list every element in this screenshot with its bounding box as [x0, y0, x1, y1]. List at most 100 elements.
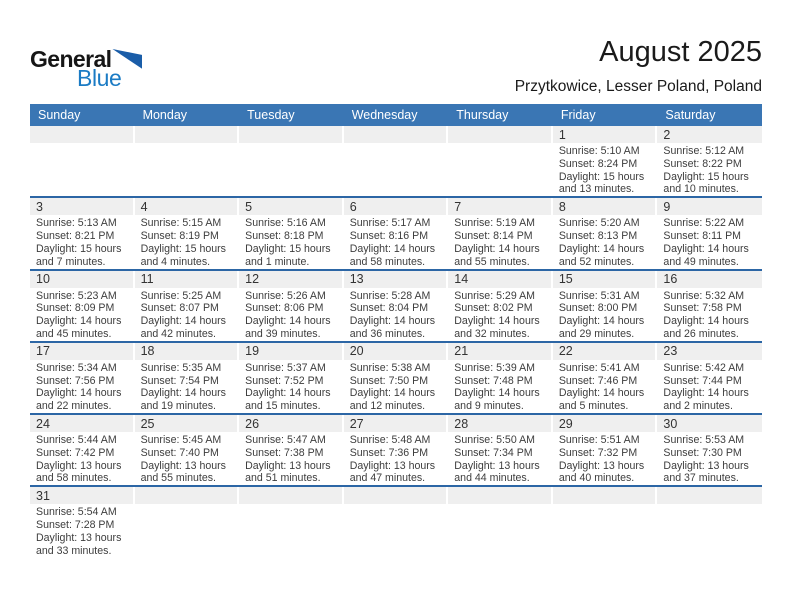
day-number: 22 — [558, 344, 573, 359]
day-number: 14 — [454, 272, 469, 286]
day-details: Sunrise: 5:44 AM Sunset: 7:42 PM Daylight:… — [30, 432, 135, 485]
day-number: 27 — [349, 416, 364, 431]
daylight-text: Daylight: 13 hours and 58 minutes. — [36, 459, 122, 485]
logo-line1: General — [30, 48, 143, 71]
day-details: Sunrise: 5:42 AM Sunset: 7:44 PM Daylight:… — [657, 360, 762, 413]
week-row: 24 Sunrise: 5:44 AM Sunset: 7:42 PM Dayligh… — [30, 415, 762, 488]
sunset-text: Sunset: 7:48 PM — [454, 374, 533, 387]
day-number-strip — [448, 126, 551, 143]
day-number: 6 — [349, 199, 357, 214]
calendar-table: Sunday Monday Tuesday Wednesday Thursday Frid… — [30, 104, 762, 560]
day-number-strip: 11 — [134, 270, 238, 288]
day-number: 4 — [140, 199, 148, 214]
sunset-text: Sunset: 7:42 PM — [36, 446, 115, 459]
daylight-text: Daylight: 14 hours and 19 minutes. — [140, 387, 226, 413]
sunset-text: Sunset: 7:58 PM — [663, 302, 742, 315]
sunrise-text: Sunrise: 5:31 AM — [558, 289, 640, 302]
day-details: Sunrise: 5:25 AM Sunset: 8:07 PM Daylight:… — [135, 288, 240, 341]
day-cell-22: 22 Sunrise: 5:41 AM Sunset: 7:46 PM Dayligh… — [552, 342, 658, 413]
day-number: 5 — [245, 199, 253, 214]
sunset-text: Sunset: 8:16 PM — [349, 230, 429, 243]
sunset-text: Sunset: 8:00 PM — [558, 302, 638, 315]
day-cell-empty — [30, 126, 135, 197]
day-details: Sunrise: 5:13 AM Sunset: 8:21 PM Daylight:… — [30, 215, 135, 268]
day-details: Sunrise: 5:32 AM Sunset: 7:58 PM Daylight:… — [657, 288, 762, 341]
day-number-strip — [134, 487, 238, 505]
day-cell-empty — [239, 126, 344, 197]
day-details: Sunrise: 5:51 AM Sunset: 7:32 PM Daylight:… — [553, 432, 658, 485]
sunrise-text: Sunrise: 5:15 AM — [140, 217, 222, 230]
daylight-text: Daylight: 15 hours and 13 minutes. — [558, 170, 645, 196]
sunrise-text: Sunrise: 5:44 AM — [36, 434, 117, 446]
daylight-text: Daylight: 14 hours and 22 minutes. — [36, 387, 122, 413]
daylight-text: Daylight: 13 hours and 51 minutes. — [245, 459, 331, 485]
weekday-label-sunday: Sunday — [38, 108, 81, 122]
daylight-text: Daylight: 13 hours and 37 minutes. — [663, 459, 749, 485]
day-number: 8 — [558, 199, 566, 214]
weekday-label-saturday: Saturday — [665, 108, 716, 122]
day-cell-empty — [239, 487, 344, 560]
sunrise-text: Sunrise: 5:54 AM — [36, 506, 117, 519]
daylight-text: Daylight: 13 hours and 40 minutes. — [558, 459, 645, 485]
sunrise-text: Sunrise: 5:26 AM — [245, 289, 326, 302]
sunset-text: Sunset: 7:56 PM — [36, 374, 115, 387]
weekday-label-thursday: Thursday — [456, 108, 509, 122]
day-cell-29: 29 Sunrise: 5:51 AM Sunset: 7:32 PM Dayligh… — [552, 415, 658, 486]
day-cell-28: 28 Sunrise: 5:50 AM Sunset: 7:34 PM Dayligh… — [448, 415, 553, 486]
day-number-strip: 24 — [30, 415, 133, 432]
day-number-strip: 25 — [134, 415, 238, 432]
day-number-strip: 21 — [448, 342, 551, 360]
day-cell-30: 30 Sunrise: 5:53 AM Sunset: 7:30 PM Dayligh… — [657, 415, 762, 486]
sunrise-text: Sunrise: 5:17 AM — [349, 217, 431, 230]
day-number-strip: 2 — [657, 126, 762, 143]
day-details: Sunrise: 5:35 AM Sunset: 7:54 PM Daylight:… — [135, 360, 240, 413]
day-cell-21: 21 Sunrise: 5:39 AM Sunset: 7:48 PM Dayligh… — [448, 342, 553, 413]
daylight-text: Daylight: 13 hours and 44 minutes. — [454, 459, 540, 485]
day-cell-16: 16 Sunrise: 5:32 AM Sunset: 7:58 PM Dayligh… — [657, 270, 762, 341]
daylight-text: Daylight: 15 hours and 4 minutes. — [140, 242, 226, 268]
day-cell-9: 9 Sunrise: 5:22 AM Sunset: 8:11 PM Daylight… — [657, 198, 762, 269]
day-cell-20: 20 Sunrise: 5:38 AM Sunset: 7:50 PM Dayligh… — [343, 342, 449, 413]
sunset-text: Sunset: 7:30 PM — [663, 446, 742, 459]
day-details: Sunrise: 5:48 AM Sunset: 7:36 PM Daylight:… — [344, 432, 449, 485]
daylight-text: Daylight: 14 hours and 15 minutes. — [245, 387, 331, 413]
week-row: 1 Sunrise: 5:10 AM Sunset: 8:24 PM Daylight… — [30, 126, 762, 199]
sunset-text: Sunset: 8:02 PM — [454, 302, 533, 315]
day-details: Sunrise: 5:12 AM Sunset: 8:22 PM Daylight:… — [657, 143, 762, 196]
day-number: 28 — [454, 416, 469, 431]
day-details: Sunrise: 5:54 AM Sunset: 7:28 PM Daylight:… — [30, 504, 135, 557]
day-details: Sunrise: 5:34 AM Sunset: 7:56 PM Daylight:… — [30, 360, 135, 413]
day-cell-empty — [552, 487, 658, 560]
daylight-text: Daylight: 14 hours and 42 minutes. — [140, 315, 226, 340]
sunset-text: Sunset: 7:36 PM — [349, 446, 429, 459]
sunrise-text: Sunrise: 5:25 AM — [140, 289, 222, 302]
day-number-strip: 8 — [552, 198, 656, 216]
day-number: 19 — [245, 344, 260, 359]
day-number-strip — [657, 487, 762, 505]
daylight-text: Daylight: 15 hours and 7 minutes. — [36, 242, 122, 268]
weekday-label-friday: Friday — [560, 108, 596, 122]
sunset-text: Sunset: 8:19 PM — [140, 230, 219, 243]
day-number: 11 — [140, 272, 154, 286]
day-details: Sunrise: 5:50 AM Sunset: 7:34 PM Daylight:… — [448, 432, 553, 485]
day-number: 20 — [349, 344, 364, 359]
sunrise-text: Sunrise: 5:42 AM — [663, 361, 745, 374]
day-number: 18 — [140, 344, 155, 359]
day-number-strip — [134, 126, 238, 143]
location-subtitle: Przytkowice, Lesser Poland, Poland — [514, 78, 762, 95]
page-header: General Blue August 2025 Przytkowice, Le… — [30, 36, 762, 96]
day-number-strip — [239, 126, 342, 143]
daylight-text: Daylight: 13 hours and 55 minutes. — [140, 459, 226, 485]
sunset-text: Sunset: 8:18 PM — [245, 230, 324, 243]
day-number-strip — [239, 487, 342, 505]
day-details: Sunrise: 5:45 AM Sunset: 7:40 PM Daylight:… — [135, 432, 240, 485]
sunset-text: Sunset: 8:21 PM — [36, 230, 115, 243]
day-number-strip: 1 — [552, 126, 656, 143]
day-details: Sunrise: 5:28 AM Sunset: 8:04 PM Daylight:… — [344, 288, 449, 341]
day-number-strip: 28 — [448, 415, 551, 432]
calendar-grid: 1 Sunrise: 5:10 AM Sunset: 8:24 PM Daylight… — [30, 126, 762, 560]
weekday-label-wednesday: Wednesday — [351, 108, 418, 122]
daylight-text: Daylight: 14 hours and 49 minutes. — [663, 242, 749, 268]
day-details: Sunrise: 5:37 AM Sunset: 7:52 PM Daylight:… — [239, 360, 344, 413]
